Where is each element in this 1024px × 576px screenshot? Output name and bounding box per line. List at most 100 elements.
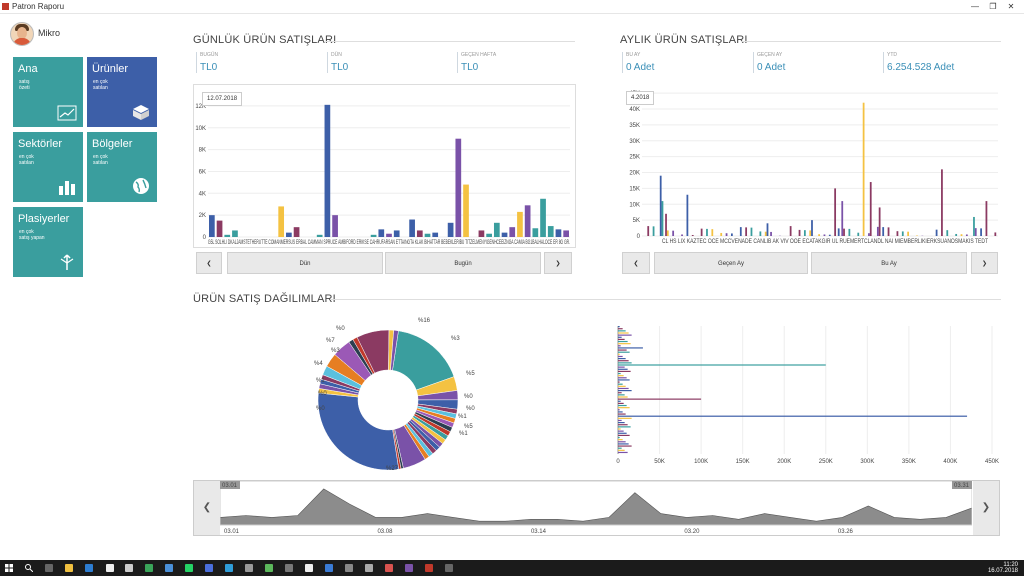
daily-kpi-last-week: GEÇEN HAFTA TL0 (457, 52, 496, 73)
monthly-this-month-button[interactable]: Bu Ay (811, 252, 967, 274)
hbar (618, 340, 628, 343)
bar (731, 233, 733, 236)
store-icon[interactable] (106, 564, 114, 572)
y-tick-label: 20K (629, 171, 640, 177)
chrome-icon[interactable] (265, 564, 273, 572)
y-tick-label: 2K (199, 213, 206, 219)
x-tick-label: 200K (777, 459, 791, 465)
app-icon[interactable] (145, 564, 153, 572)
range-x-label: 03.08 (377, 529, 393, 535)
daily-today-button[interactable]: Bugün (385, 252, 541, 274)
x-axis-labels: CL HS LIX KAZTEC OCE MCCVENADE CANLIB AK… (662, 239, 988, 245)
kpi-label: GEÇEN HAFTA (461, 52, 497, 58)
daily-chart: 0 2K 4K 6K 8K 10K 12K G5L SOLHLI DKALJAMSTETHER… (193, 84, 576, 248)
hbar (618, 404, 627, 407)
kpi-label: DÜN (331, 52, 342, 58)
slice-label: %0 (464, 394, 473, 400)
task-view-icon[interactable] (45, 564, 53, 572)
hbar (618, 383, 623, 385)
tile-bolgeler[interactable]: Bölgeler en çok satılan (87, 132, 157, 202)
restore-button[interactable]: ❐ (989, 2, 997, 11)
y-tick-label: 10K (195, 126, 206, 132)
bar (720, 232, 723, 236)
app-icon[interactable] (325, 564, 333, 572)
app-icon[interactable] (365, 564, 373, 572)
kpi-value: 0 Adet (757, 62, 786, 73)
y-tick-label: 40K (629, 107, 640, 113)
x-tick-label: 350K (902, 459, 916, 465)
hbar (618, 413, 626, 415)
visual-studio-icon[interactable] (405, 564, 413, 572)
app-icon[interactable] (305, 564, 313, 572)
hbar (618, 396, 628, 398)
hbar (618, 428, 621, 430)
folder-icon[interactable] (65, 564, 73, 572)
range-prev-button[interactable]: ❮ (194, 481, 220, 535)
bar (563, 230, 569, 237)
range-frame (220, 481, 972, 526)
bar (691, 234, 694, 236)
app-icon[interactable] (385, 564, 393, 572)
edge-icon[interactable] (85, 564, 93, 572)
close-button[interactable]: ✕ (1007, 2, 1015, 11)
tile-ana[interactable]: Ana satış özeti (13, 57, 83, 127)
tile-urunler[interactable]: Ürünler en çok satılan (87, 57, 157, 127)
search-icon[interactable] (25, 564, 33, 572)
globe-icon (133, 178, 149, 194)
tile-sektorler[interactable]: Sektörler en çok satılan (13, 132, 83, 202)
bar (869, 182, 872, 236)
bar (916, 235, 918, 236)
app-icon[interactable] (345, 564, 353, 572)
bar (985, 201, 988, 236)
daily-section-title: GÜNLÜK ÜRÜN SATIŞLARI (193, 34, 337, 46)
monthly-kpi-last-month: GEÇEN AY 0 Adet (753, 52, 785, 73)
app-icon[interactable] (205, 564, 213, 572)
tile-plasiyerler[interactable]: Plasiyerler en çok satış yapan (13, 207, 83, 277)
bar (750, 227, 753, 236)
app-icon[interactable] (445, 564, 453, 572)
system-tray[interactable]: 11:20 16.07.2018 (988, 562, 1018, 574)
bar (286, 232, 292, 237)
y-tick-label: 25K (629, 155, 640, 161)
avatar (10, 22, 34, 46)
range-selector[interactable]: ❮ 03.01 03.08 03.14 03.20 03.26 03.01 03.31 ❯ (193, 480, 1000, 536)
monthly-next-button[interactable]: ❯ (971, 252, 998, 274)
bar (432, 232, 439, 237)
hbar (618, 398, 702, 400)
hbar (618, 368, 628, 370)
app-icon[interactable] (165, 564, 173, 572)
minimize-button[interactable]: — (971, 2, 979, 11)
app-icon[interactable] (245, 564, 253, 572)
daily-next-button[interactable]: ❯ (544, 252, 572, 274)
daily-prev-button[interactable]: ❮ (196, 252, 222, 274)
kpi-value: TL0 (200, 62, 218, 73)
donut-slice (390, 329, 399, 371)
y-tick-label: 0 (203, 235, 207, 241)
bar (681, 234, 683, 236)
app-icon[interactable] (285, 564, 293, 572)
hbar (618, 370, 631, 372)
hbar (618, 402, 624, 404)
hbar (618, 366, 625, 368)
daily-yesterday-button[interactable]: Dün (227, 252, 383, 274)
bar (706, 228, 708, 236)
bar (647, 226, 650, 236)
y-tick-label: 12K (195, 104, 206, 110)
mail-icon[interactable] (125, 564, 133, 572)
slice-label: %5 (464, 424, 473, 430)
hbar (618, 345, 621, 347)
range-area-chart[interactable]: 03.01 03.08 03.14 03.20 03.26 03.01 03.31 (220, 481, 972, 535)
whatsapp-icon[interactable] (185, 564, 193, 572)
range-next-button[interactable]: ❯ (973, 481, 999, 535)
bar (278, 206, 285, 237)
y-tick-label: 0 (637, 234, 641, 240)
chart-trend-icon (57, 105, 77, 121)
windows-start-icon[interactable] (5, 564, 13, 572)
hbar (618, 426, 631, 428)
app-icon[interactable] (225, 564, 233, 572)
bar (798, 229, 801, 236)
patron-raporu-taskbar-icon[interactable] (425, 564, 433, 572)
monthly-last-month-button[interactable]: Geçen Ay (654, 252, 808, 274)
hbar (618, 392, 622, 394)
monthly-prev-button[interactable]: ❮ (622, 252, 650, 274)
